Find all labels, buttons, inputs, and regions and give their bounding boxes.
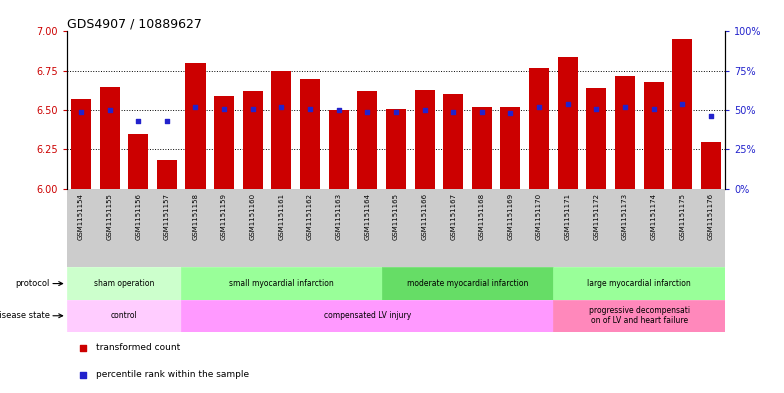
Bar [500, 107, 521, 189]
Point [504, 110, 517, 116]
Text: GSM1151160: GSM1151160 [250, 193, 256, 240]
Point [705, 113, 717, 119]
Text: control: control [111, 311, 137, 320]
Text: GDS4907 / 10889627: GDS4907 / 10889627 [67, 17, 201, 30]
Point [590, 105, 603, 112]
Text: compensated LV injury: compensated LV injury [324, 311, 411, 320]
Text: progressive decompensati
on of LV and heart failure: progressive decompensati on of LV and he… [589, 306, 690, 325]
Text: GSM1151176: GSM1151176 [708, 193, 714, 240]
Point [246, 105, 259, 112]
Text: protocol: protocol [15, 279, 49, 288]
Bar [554, 268, 725, 299]
Bar [358, 91, 377, 189]
Point [390, 108, 402, 115]
Text: GSM1151169: GSM1151169 [507, 193, 514, 240]
Bar [71, 99, 91, 189]
Bar [186, 63, 205, 189]
Point [533, 104, 546, 110]
Text: GSM1151162: GSM1151162 [307, 193, 313, 240]
Point [161, 118, 173, 124]
Text: GSM1151165: GSM1151165 [393, 193, 399, 240]
Point [77, 372, 89, 378]
Point [476, 108, 488, 115]
Bar [100, 86, 120, 189]
Text: GSM1151168: GSM1151168 [479, 193, 485, 240]
Text: GSM1151154: GSM1151154 [78, 193, 84, 240]
Text: GSM1151172: GSM1151172 [593, 193, 599, 240]
Point [619, 104, 631, 110]
Text: GSM1151161: GSM1151161 [278, 193, 285, 240]
Bar [586, 88, 606, 189]
Bar [701, 141, 721, 189]
Bar [672, 39, 692, 189]
Text: GSM1151166: GSM1151166 [422, 193, 427, 240]
Point [447, 108, 459, 115]
Bar [529, 68, 549, 189]
Text: GSM1151167: GSM1151167 [450, 193, 456, 240]
Bar [129, 134, 148, 189]
Text: GSM1151159: GSM1151159 [221, 193, 227, 240]
Bar [300, 79, 320, 189]
Bar [328, 110, 349, 189]
Bar [443, 94, 463, 189]
Text: disease state: disease state [0, 311, 49, 320]
Text: GSM1151171: GSM1151171 [564, 193, 571, 240]
Text: moderate myocardial infarction: moderate myocardial infarction [407, 279, 528, 288]
Point [218, 105, 230, 112]
Point [361, 108, 373, 115]
Text: GSM1151156: GSM1151156 [135, 193, 141, 240]
Bar [557, 57, 578, 189]
Text: GSM1151158: GSM1151158 [193, 193, 198, 240]
Bar [415, 90, 434, 189]
Bar [382, 268, 554, 299]
Bar [67, 268, 181, 299]
Text: large myocardial infarction: large myocardial infarction [587, 279, 691, 288]
Text: GSM1151175: GSM1151175 [679, 193, 685, 240]
Point [332, 107, 345, 113]
Bar [157, 160, 177, 189]
Bar [67, 299, 181, 332]
Bar [271, 71, 292, 189]
Bar [554, 299, 725, 332]
Text: GSM1151157: GSM1151157 [164, 193, 170, 240]
Bar [644, 82, 663, 189]
Text: GSM1151170: GSM1151170 [536, 193, 542, 240]
Point [275, 104, 288, 110]
Point [419, 107, 431, 113]
Bar [214, 96, 234, 189]
Point [303, 105, 316, 112]
Point [103, 107, 116, 113]
Point [77, 345, 89, 351]
Text: percentile rank within the sample: percentile rank within the sample [96, 370, 249, 379]
Bar [386, 108, 406, 189]
Point [676, 101, 688, 107]
Point [189, 104, 201, 110]
Bar [243, 91, 263, 189]
Point [132, 118, 144, 124]
Text: transformed count: transformed count [96, 343, 180, 353]
Point [561, 101, 574, 107]
Bar [472, 107, 492, 189]
Text: GSM1151163: GSM1151163 [336, 193, 342, 240]
Text: GSM1151174: GSM1151174 [651, 193, 657, 240]
Point [648, 105, 660, 112]
Bar [181, 299, 554, 332]
Text: GSM1151164: GSM1151164 [365, 193, 370, 240]
Bar [615, 75, 635, 189]
Text: GSM1151173: GSM1151173 [622, 193, 628, 240]
Text: small myocardial infarction: small myocardial infarction [229, 279, 334, 288]
Bar [181, 268, 382, 299]
Point [74, 108, 87, 115]
Text: sham operation: sham operation [94, 279, 154, 288]
Text: GSM1151155: GSM1151155 [107, 193, 113, 240]
